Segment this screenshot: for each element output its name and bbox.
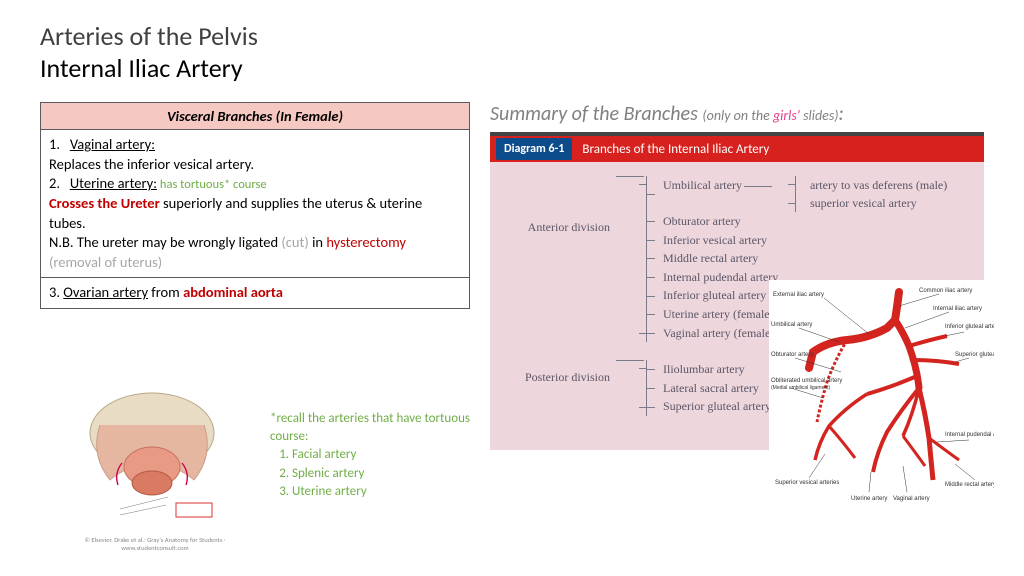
svg-text:Obliterated umbilical artery: Obliterated umbilical artery xyxy=(771,378,842,384)
anterior-division-label: Anterior division xyxy=(504,176,614,235)
svg-text:(Medial umbilical ligament): (Medial umbilical ligament) xyxy=(771,385,831,391)
artery-tree-illustration: External iliac artery Common iliac arter… xyxy=(769,280,994,510)
svg-text:Superior gluteal artery: Superior gluteal artery xyxy=(955,352,994,358)
posterior-division-label: Posterior division xyxy=(504,360,614,385)
svg-text:Inferior gluteal artery: Inferior gluteal artery xyxy=(945,324,994,330)
slide-title: Arteries of the Pelvis Internal Iliac Ar… xyxy=(40,20,984,84)
svg-text:Superior vesical arteries: Superior vesical arteries xyxy=(775,480,839,486)
svg-text:Obturator artery: Obturator artery xyxy=(771,352,813,358)
svg-text:External iliac artery: External iliac artery xyxy=(773,292,824,298)
diagram-tag: Diagram 6-1 xyxy=(496,138,572,160)
recall-item: Splenic artery xyxy=(292,465,470,483)
table-header: Visceral Branches (In Female) xyxy=(41,103,470,130)
pelvis-caption: © Elsevier. Drake et al.: Gray's Anatomy… xyxy=(70,536,240,552)
svg-text:Common iliac artery: Common iliac artery xyxy=(919,288,972,294)
pelvis-illustration: © Elsevier. Drake et al.: Gray's Anatomy… xyxy=(70,385,240,530)
svg-text:Internal iliac artery: Internal iliac artery xyxy=(933,306,982,312)
summary-heading: Summary of the Branches (only on the gir… xyxy=(490,102,984,126)
recall-item: Uterine artery xyxy=(292,483,470,501)
table-row-2: 3. Ovarian artery from abdominal aorta xyxy=(41,278,470,309)
posterior-branches: Iliolumbar artery Lateral sacral artery … xyxy=(646,360,771,416)
svg-text:Middle rectal artery: Middle rectal artery xyxy=(945,482,994,488)
visceral-branches-table: Visceral Branches (In Female) 1. Vaginal… xyxy=(40,102,470,309)
table-row-1: 1. Vaginal artery: Replaces the inferior… xyxy=(41,130,470,278)
title-line-2: Internal Iliac Artery xyxy=(40,52,984,84)
title-line-1: Arteries of the Pelvis xyxy=(40,20,984,52)
svg-text:Umbilical artery: Umbilical artery xyxy=(771,322,812,328)
svg-text:Vaginal artery: Vaginal artery xyxy=(893,496,930,502)
recall-item: Facial artery xyxy=(292,446,470,464)
diagram-title: Branches of the Internal Iliac Artery xyxy=(582,142,769,157)
recall-note: *recall the arteries that have tortuous … xyxy=(270,410,470,501)
svg-text:Uterine artery: Uterine artery xyxy=(851,496,887,502)
diagram-header: Diagram 6-1 Branches of the Internal Ili… xyxy=(490,136,984,162)
svg-text:Internal pudendal artery: Internal pudendal artery xyxy=(945,432,994,438)
